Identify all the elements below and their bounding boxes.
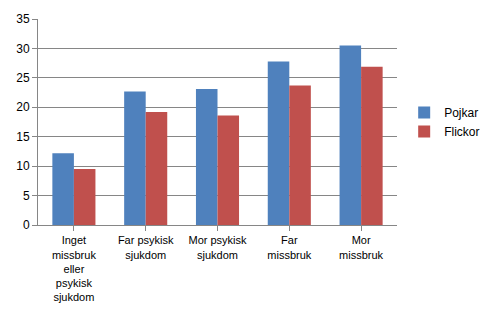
svg-text:Flickor: Flickor — [444, 125, 479, 139]
svg-text:15: 15 — [16, 130, 30, 144]
svg-text:5: 5 — [23, 189, 30, 203]
svg-text:Farmissbruk: Farmissbruk — [267, 234, 312, 260]
svg-text:Far psykisksjukdom: Far psykisksjukdom — [118, 234, 174, 260]
svg-text:Mormissbruk: Mormissbruk — [339, 234, 384, 260]
svg-text:25: 25 — [16, 71, 30, 85]
svg-text:Mor psykisksjukdom: Mor psykisksjukdom — [188, 234, 247, 260]
svg-text:Ingetmissbrukellerpsykisksjukd: Ingetmissbrukellerpsykisksjukdom — [52, 234, 97, 303]
svg-text:0: 0 — [23, 218, 30, 232]
svg-text:Pojkar: Pojkar — [444, 106, 478, 120]
svg-text:20: 20 — [16, 100, 30, 114]
svg-text:30: 30 — [16, 42, 30, 56]
svg-text:10: 10 — [16, 159, 30, 173]
svg-text:35: 35 — [16, 12, 30, 26]
